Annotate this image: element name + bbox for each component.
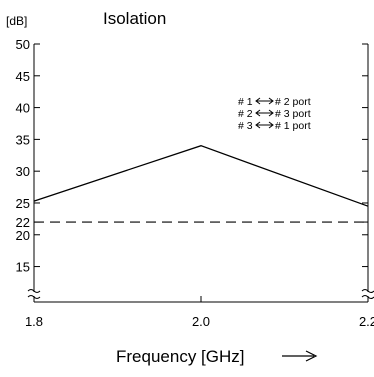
x-tick-label: 2.0 — [192, 314, 210, 329]
y-tick-label: 15 — [16, 260, 30, 275]
y-tick-label: 22 — [16, 215, 30, 230]
legend-entry: # 3 # 1 port — [238, 120, 311, 132]
y-tick-label: 30 — [16, 164, 30, 179]
legend-from: # 3 — [238, 120, 253, 132]
y-tick-label: 50 — [16, 37, 30, 52]
bidirectional-arrow-icon — [255, 97, 274, 105]
legend-to: # 3 port — [275, 108, 311, 120]
legend-entry: # 1 # 2 port — [238, 96, 311, 108]
legend-entry: # 2 # 3 port — [238, 108, 311, 120]
x-tick-label: 1.8 — [25, 314, 43, 329]
y-tick-label: 35 — [16, 132, 30, 147]
y-unit-label: [dB] — [6, 14, 27, 28]
chart-title: Isolation — [103, 9, 166, 28]
y-tick-label: 20 — [16, 228, 30, 243]
legend: # 1 # 2 port # 2 # 3 port # 3 # 1 port — [238, 96, 311, 132]
x-axis-title: Frequency [GHz] — [116, 347, 318, 366]
x-axis-label: Frequency [GHz] — [116, 347, 245, 366]
bidirectional-arrow-icon — [255, 109, 274, 117]
y-tick-label: 45 — [16, 69, 30, 84]
x-axis-arrow-icon — [282, 350, 318, 362]
x-axis-ticks: 1.8 2.0 2.2 — [25, 296, 374, 329]
legend-to: # 2 port — [275, 96, 311, 108]
isolation-curve — [33, 145, 369, 207]
legend-from: # 2 — [238, 108, 253, 120]
y-tick-label: 40 — [16, 101, 30, 116]
legend-from: # 1 — [238, 96, 253, 108]
bidirectional-arrow-icon — [255, 121, 274, 129]
y-tick-label: 25 — [16, 196, 30, 211]
x-tick-label: 2.2 — [359, 314, 374, 329]
legend-to: # 1 port — [275, 120, 311, 132]
